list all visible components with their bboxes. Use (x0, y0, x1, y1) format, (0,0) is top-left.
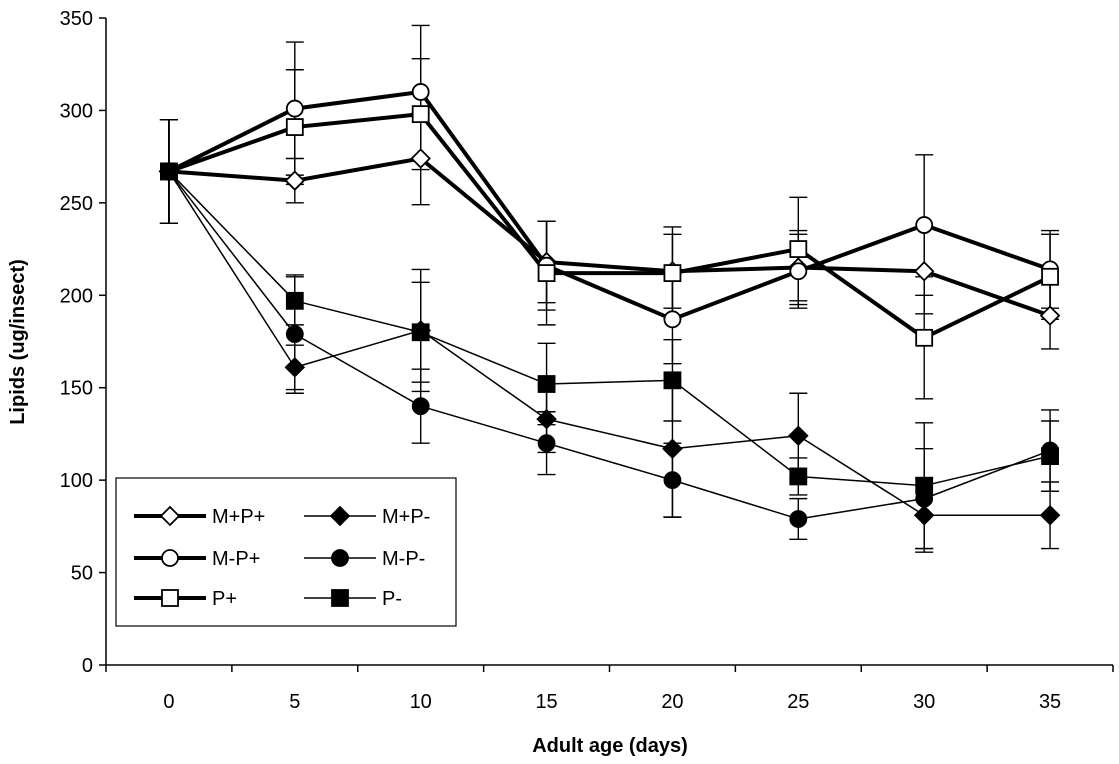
series-markers (158, 83, 1061, 528)
y-axis-title: Lipids (ug/insect) (7, 259, 29, 425)
series-pplus-square-marker (285, 118, 304, 136)
legend-item-pminus-square-marker (331, 589, 349, 607)
legend-item-pminus: P- (304, 588, 402, 610)
series-pminus-square-marker (537, 375, 556, 393)
series-lines (168, 89, 1051, 520)
series-mminuspplus-circle-marker (915, 216, 934, 234)
series-mminuspplus-circle-marker (663, 310, 682, 329)
series-mminuspminus-circle-marker (537, 434, 556, 453)
x-tick-label: 15 (535, 691, 557, 713)
axes: 0 50 100 150 200 250 300 350 0 5 10 15 20 25 30 35 (60, 8, 1114, 713)
y-tick-label: 0 (82, 655, 93, 677)
y-tick-label: 200 (60, 285, 93, 307)
series-mpluspplus-diamond-marker (410, 148, 431, 169)
series-mpluspminus-diamond-marker (913, 504, 935, 526)
series-pplus-square-marker (1041, 267, 1059, 286)
legend-item-mpluspplus: M+P+ (134, 505, 265, 528)
series-mminuspplus-circle-marker (411, 83, 430, 101)
series-mminuspplus-line (168, 89, 1051, 322)
series-pplus-square-marker (537, 264, 556, 283)
legend-label: P+ (212, 588, 237, 610)
legend-item-mpluspminus-diamond-marker (329, 505, 351, 527)
series-mminuspminus-line (168, 170, 1051, 520)
series-pminus-line (168, 170, 1051, 487)
legend-label: P- (382, 588, 402, 610)
series-mpluspminus-diamond-marker (1039, 504, 1061, 526)
x-tick-label: 25 (787, 691, 809, 713)
legend-item-mminuspplus: M-P+ (134, 548, 260, 570)
series-mminuspplus-circle-marker (285, 99, 304, 118)
y-tick-label: 300 (60, 100, 93, 122)
x-tick-label: 30 (913, 691, 935, 713)
y-tick-label: 350 (60, 8, 93, 30)
legend: M+P+ M+P- M-P+ M-P- P+ P- (115, 477, 457, 627)
y-tick-label: 150 (60, 378, 93, 400)
series-mpluspminus-diamond-marker (284, 357, 306, 378)
legend-label: M-P+ (212, 548, 260, 570)
legend-label: M+P+ (212, 506, 265, 528)
series-pminus-square-marker (411, 323, 430, 342)
y-tick-label: 50 (71, 563, 93, 585)
series-mpluspplus-diamond-marker (913, 260, 935, 282)
legend-item-mpluspminus: M+P- (304, 505, 430, 528)
legend-item-mminuspminus: M-P- (304, 548, 425, 570)
series-mpluspplus-diamond-marker (284, 170, 306, 191)
series-mpluspminus-diamond-marker (788, 425, 809, 447)
x-axis-title: Adult age (days) (532, 735, 688, 757)
y-tick-label: 250 (60, 193, 93, 215)
series-pplus-square-marker (915, 328, 934, 347)
legend-item-mpluspplus-diamond-marker (159, 505, 181, 527)
legend-label: M+P- (382, 506, 430, 528)
x-tick-label: 20 (661, 691, 683, 713)
x-tick-label: 10 (410, 691, 432, 713)
x-tick-label: 0 (163, 691, 174, 713)
series-pplus-square-marker (663, 264, 682, 283)
legend-item-mminuspminus-circle-marker (331, 549, 349, 567)
series-pminus-square-marker (1041, 447, 1059, 466)
legend-item-pplus: P+ (134, 588, 237, 610)
series-pplus-line (168, 112, 1051, 340)
series-pplus-square-marker (789, 240, 808, 258)
series-mminuspplus-circle-marker (789, 262, 808, 281)
x-tick-label: 35 (1039, 691, 1061, 713)
legend-item-mminuspplus-circle-marker (161, 549, 179, 567)
series-mminuspminus-circle-marker (789, 510, 808, 528)
legend-label: M-P- (382, 548, 425, 570)
series-pminus-square-marker (915, 476, 934, 495)
series-pminus-square-marker (285, 291, 304, 310)
series-mpluspminus-diamond-marker (662, 438, 683, 459)
y-tick-label: 100 (60, 470, 93, 492)
legend-item-pplus-square-marker (161, 589, 179, 607)
series-mpluspminus-diamond-marker (536, 408, 557, 430)
series-pminus-square-marker (789, 467, 808, 486)
series-mminuspminus-circle-marker (285, 325, 304, 344)
series-pminus-square-marker (160, 162, 178, 181)
series-pplus-square-marker (411, 105, 430, 124)
series-mminuspminus-circle-marker (411, 397, 430, 416)
series-mminuspminus-circle-marker (663, 471, 682, 490)
series-mpluspplus-line (168, 156, 1051, 318)
series-pminus-square-marker (663, 371, 682, 390)
x-tick-label: 5 (289, 691, 300, 713)
series-mpluspplus-diamond-marker (1039, 305, 1061, 326)
